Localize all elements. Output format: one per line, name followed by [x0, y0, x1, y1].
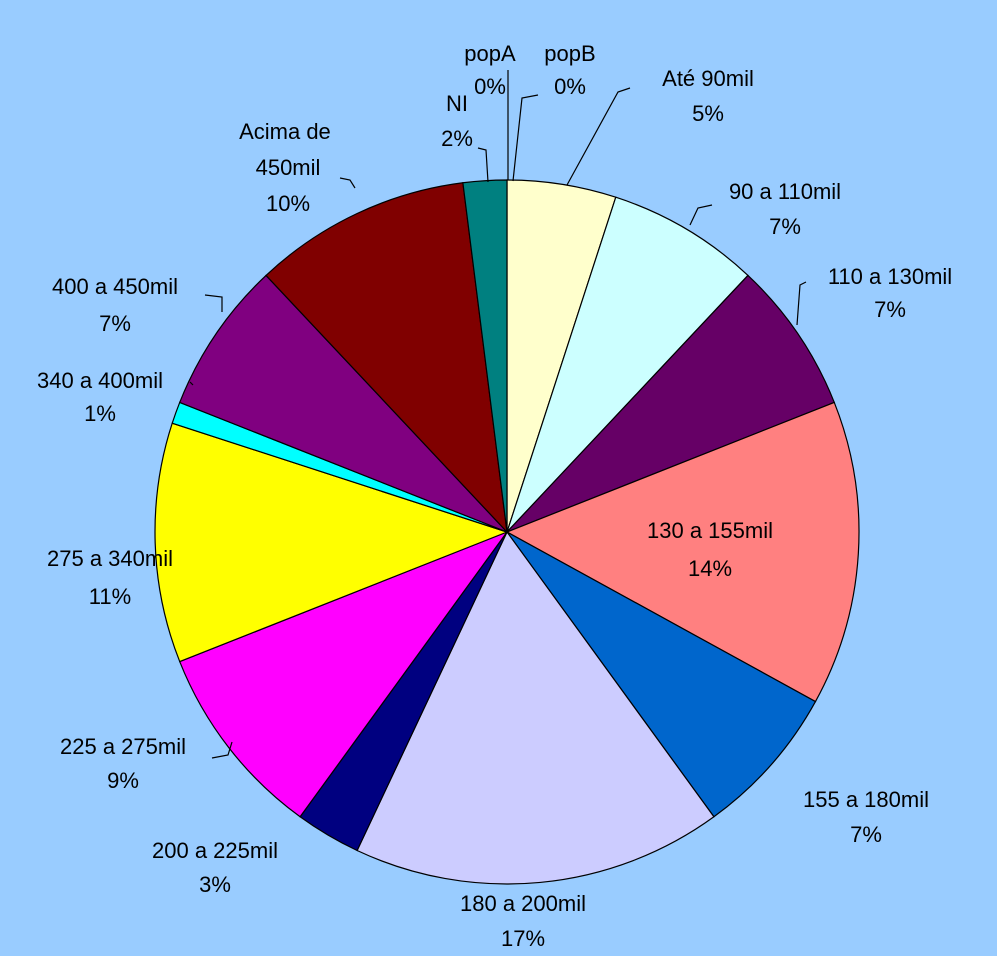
- value-label: 2%: [441, 126, 473, 151]
- pie-slice: [178, 274, 508, 533]
- value-label: 11%: [89, 584, 131, 609]
- value-label: 7%: [769, 214, 801, 239]
- leader-line: [566, 87, 631, 186]
- pie-slice: [178, 530, 509, 818]
- slice-label: Acima de 450mil: [239, 119, 337, 180]
- slice-label: NI: [446, 91, 468, 116]
- pie-slice: [462, 179, 508, 533]
- value-label: 17%: [501, 926, 545, 951]
- leader-line: [796, 281, 807, 326]
- slices: [154, 179, 860, 885]
- value-label: 0%: [474, 74, 506, 99]
- slice-label: 340 a 400mil: [37, 368, 163, 393]
- pie-slice: [506, 196, 749, 533]
- slice-label: popB: [544, 41, 595, 66]
- value-label: 0%: [554, 74, 586, 99]
- value-label: 7%: [874, 297, 906, 322]
- leader-line: [689, 204, 713, 226]
- pie-slice: [506, 274, 836, 533]
- pie-slice: [265, 182, 508, 534]
- leader-line: [204, 294, 223, 312]
- pie-slice: [356, 530, 715, 885]
- value-label: 14%: [688, 556, 732, 581]
- slice-label: 130 a 155mil: [647, 518, 773, 543]
- slice-label: 275 a 340mil: [47, 546, 173, 571]
- slice-label: 225 a 275mil: [60, 734, 186, 759]
- slice-label: 90 a 110mil: [729, 179, 841, 204]
- value-label: 5%: [692, 101, 724, 126]
- leader-line: [339, 177, 356, 189]
- leader-line: [477, 147, 489, 183]
- leader-line: [189, 381, 194, 386]
- pie-slice: [506, 531, 817, 818]
- value-label: 7%: [850, 822, 882, 847]
- leader-lines: [189, 70, 807, 759]
- slice-label: 400 a 450mil: [52, 274, 178, 299]
- value-label: 3%: [199, 872, 231, 897]
- slice-label: 180 a 200mil: [460, 891, 586, 916]
- value-label: 7%: [99, 311, 131, 336]
- value-label: 9%: [107, 768, 139, 793]
- slice-label: 200 a 225mil: [152, 838, 278, 863]
- slice-label: 110 a 130mil: [828, 264, 952, 289]
- slice-label: popA: [464, 41, 516, 66]
- slice-label: Até 90mil: [662, 66, 754, 91]
- leader-line: [211, 741, 233, 759]
- value-label: 1%: [84, 401, 116, 426]
- leader-line: [512, 94, 539, 182]
- value-label: 10%: [266, 191, 310, 216]
- slice-label: 155 a 180mil: [803, 787, 929, 812]
- pie-slice: [505, 401, 860, 703]
- pie-slice: [154, 422, 509, 663]
